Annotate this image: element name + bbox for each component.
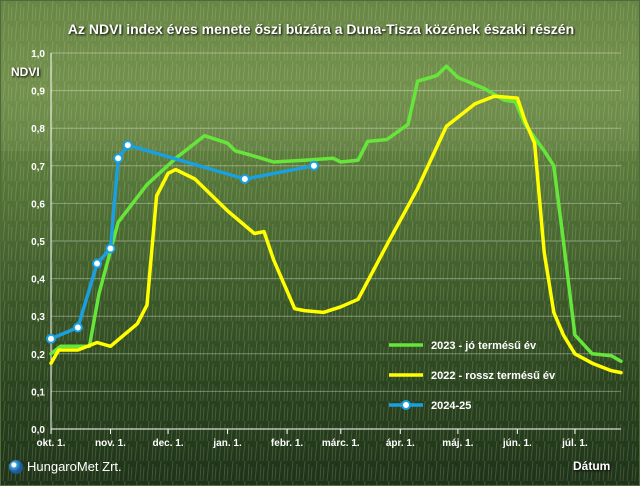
- series-3-point: [46, 333, 56, 344]
- x-tick-label: febr. 1.: [271, 438, 303, 449]
- y-tick-labels: 0,0 0,1 0,2 0,3 0,4 0,5 0,6 0,7 0,8 0,9 1,0: [31, 49, 45, 436]
- legend: 2023 - jó termésű év 2022 - rossz termésű…: [389, 340, 556, 412]
- legend-item-3-marker: [401, 400, 411, 410]
- series-3-point: [113, 153, 124, 164]
- series-3-point: [72, 322, 83, 333]
- axes: [50, 53, 621, 434]
- globe-icon: [9, 459, 23, 474]
- chart-title: Az NDVI index éves menete őszi búzára a …: [67, 21, 575, 37]
- legend-item-2-label: 2022 - rossz termésű év: [431, 370, 556, 382]
- y-tick-label: 0,4: [31, 275, 45, 286]
- y-tick-label: 0,3: [31, 312, 45, 323]
- series-3-point: [92, 258, 103, 269]
- x-tick-label: dec. 1.: [153, 438, 184, 449]
- series-3-line: [49, 143, 316, 341]
- x-tick-label: okt. 1.: [37, 438, 66, 449]
- y-tick-label: 0,6: [31, 199, 45, 210]
- hungaromet-logo: HungaroMet Zrt.: [9, 459, 122, 474]
- y-tick-label: 0,7: [31, 162, 45, 173]
- x-tick-label: ápr. 1.: [386, 438, 415, 449]
- x-tick-label: nov. 1.: [95, 438, 126, 449]
- x-axis-label: Dátum: [573, 459, 611, 473]
- logo-text: HungaroMet Zrt.: [27, 459, 122, 474]
- series-3-point: [239, 173, 250, 184]
- y-tick-label: 0,2: [31, 350, 45, 361]
- y-tick-label: 0,5: [31, 237, 45, 248]
- x-tick-label: márc. 1.: [322, 438, 360, 449]
- y-tick-label: 0,8: [31, 124, 45, 135]
- series-3-point: [308, 160, 319, 171]
- x-tick-labels: okt. 1. nov. 1. dec. 1. jan. 1. febr. 1. márc…: [37, 438, 588, 449]
- x-tick-label: júl. 1.: [561, 438, 588, 449]
- series-3-point: [122, 140, 133, 151]
- legend-item-1-label: 2023 - jó termésű év: [431, 340, 537, 352]
- series-3-point: [105, 243, 116, 254]
- y-tick-label: 0,0: [31, 425, 45, 436]
- series-2-line: [49, 94, 623, 375]
- y-axis-label: NDVI: [11, 65, 40, 79]
- background-haze: [1, 1, 639, 151]
- x-tick-label: máj. 1.: [442, 438, 473, 449]
- series-lines: [46, 64, 623, 375]
- x-tick-label: jan. 1.: [212, 438, 242, 449]
- x-tick-label: jún. 1.: [502, 438, 532, 449]
- y-tick-label: 0,9: [31, 87, 45, 98]
- y-tick-label: 1,0: [31, 49, 45, 60]
- series-1-line: [49, 64, 623, 364]
- legend-item-3-label: 2024-25: [431, 400, 471, 412]
- y-tick-label: 0,1: [31, 387, 45, 398]
